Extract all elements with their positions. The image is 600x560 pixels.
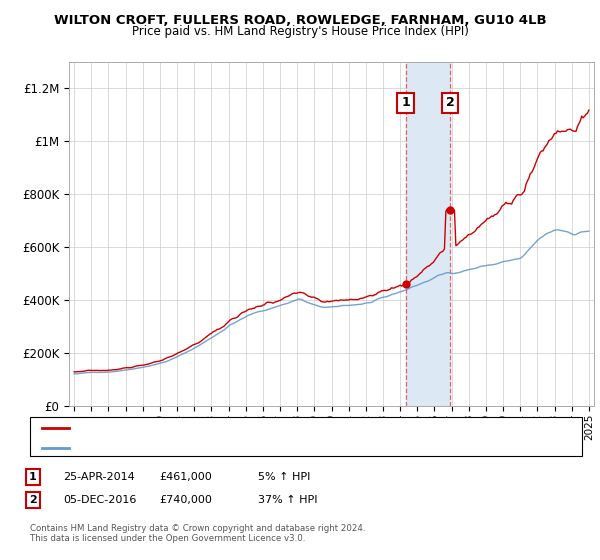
Text: £740,000: £740,000 [159,495,212,505]
Text: HPI: Average price, detached house, East Hampshire: HPI: Average price, detached house, East… [75,443,338,453]
Text: WILTON CROFT, FULLERS ROAD, ROWLEDGE, FARNHAM, GU10 4LB: WILTON CROFT, FULLERS ROAD, ROWLEDGE, FA… [53,14,547,27]
Text: £461,000: £461,000 [159,472,212,482]
Text: 2: 2 [29,495,37,505]
Text: 2: 2 [446,96,455,109]
Text: Contains HM Land Registry data © Crown copyright and database right 2024.
This d: Contains HM Land Registry data © Crown c… [30,524,365,543]
Text: 37% ↑ HPI: 37% ↑ HPI [258,495,317,505]
Text: 1: 1 [29,472,37,482]
Text: 05-DEC-2016: 05-DEC-2016 [63,495,136,505]
Text: 25-APR-2014: 25-APR-2014 [63,472,135,482]
Text: Price paid vs. HM Land Registry's House Price Index (HPI): Price paid vs. HM Land Registry's House … [131,25,469,38]
Text: 5% ↑ HPI: 5% ↑ HPI [258,472,310,482]
Bar [406,62,450,406]
Text: WILTON CROFT, FULLERS ROAD, ROWLEDGE, FARNHAM, GU10 4LB (detached house): WILTON CROFT, FULLERS ROAD, ROWLEDGE, FA… [75,423,498,433]
Text: 1: 1 [401,96,410,109]
